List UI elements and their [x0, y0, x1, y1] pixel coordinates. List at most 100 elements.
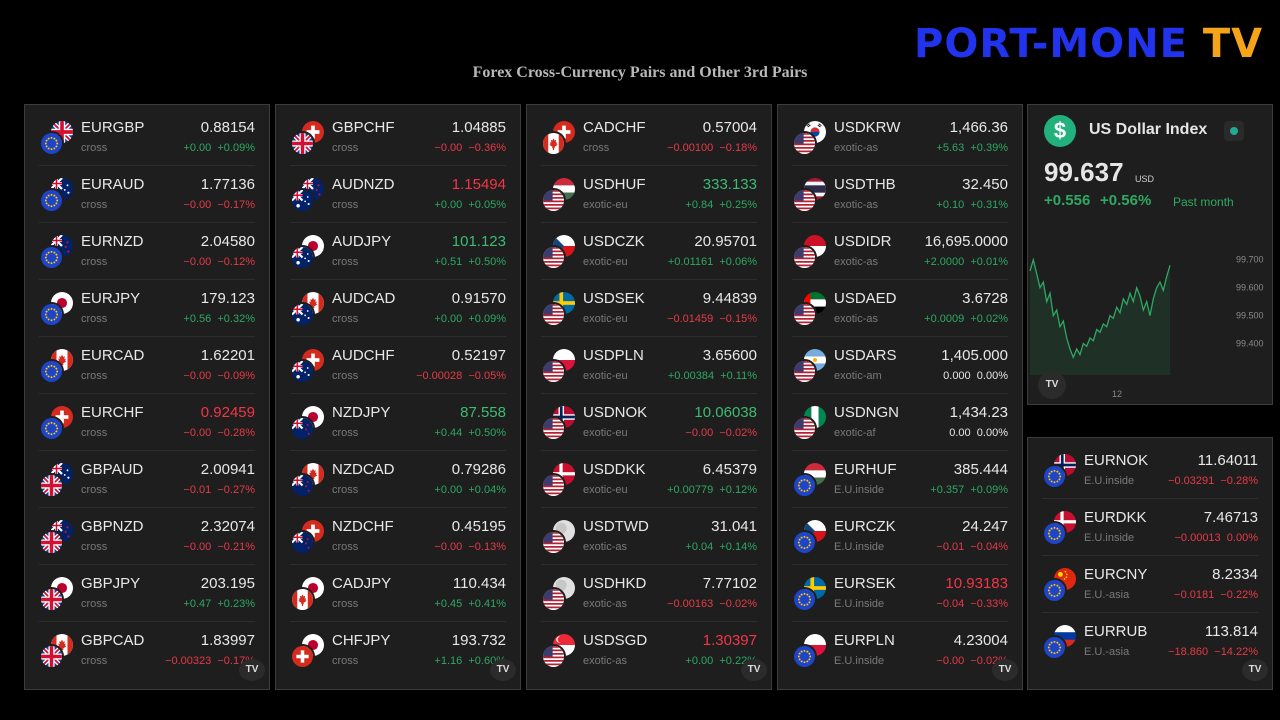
usd-index-name[interactable]: US Dollar Index: [1089, 121, 1208, 138]
ticker-row-chfjpy[interactable]: CHFJPY cross 193.732 +1.16 +0.60%: [290, 622, 506, 679]
tradingview-logo-icon[interactable]: TV: [1038, 371, 1066, 399]
ticker-row-audjpy[interactable]: AUDJPY cross 101.123 +0.51 +0.50%: [290, 223, 506, 280]
ticker-symbol[interactable]: GBPCAD: [81, 632, 145, 649]
ticker-symbol[interactable]: USDNGN: [834, 404, 900, 421]
ticker-symbol[interactable]: USDTWD: [583, 518, 649, 535]
ticker-row-eursek[interactable]: EURSEK E.U.inside 10.93183 −0.04 −0.33%: [792, 565, 1008, 622]
ticker-row-gbpchf[interactable]: GBPCHF cross 1.04885 −0.00 −0.36%: [290, 109, 506, 166]
ticker-symbol[interactable]: AUDJPY: [332, 233, 392, 250]
ticker-row-gbpjpy[interactable]: GBPJPY cross 203.195 +0.47 +0.23%: [39, 565, 255, 622]
ticker-symbol[interactable]: USDDKK: [583, 461, 646, 478]
ticker-symbol[interactable]: CADJPY: [332, 575, 392, 592]
ticker-row-usdpln[interactable]: USDPLN exotic-eu 3.65600 +0.00384 +0.11%: [541, 337, 757, 394]
ticker-row-usdczk[interactable]: USDCZK exotic-eu 20.95701 +0.01161 +0.06…: [541, 223, 757, 280]
ticker-symbol[interactable]: GBPAUD: [81, 461, 144, 478]
ticker-symbol[interactable]: USDARS: [834, 347, 897, 364]
ticker-symbol[interactable]: USDSGD: [583, 632, 648, 649]
ticker-row-eurhuf[interactable]: EURHUF E.U.inside 385.444 +0.357 +0.09%: [792, 451, 1008, 508]
ticker-row-usdidr[interactable]: USDIDR exotic-as 16,695.0000 +2.0000 +0.…: [792, 223, 1008, 280]
ticker-row-eurchf[interactable]: EURCHF cross 0.92459 −0.00 −0.28%: [39, 394, 255, 451]
ticker-symbol[interactable]: EURDKK: [1084, 509, 1147, 526]
ticker-row-eurczk[interactable]: EURCZK E.U.inside 24.247 −0.01 −0.04%: [792, 508, 1008, 565]
ticker-row-eurpln[interactable]: EURPLN E.U.inside 4.23004 −0.00 −0.02%: [792, 622, 1008, 679]
tradingview-logo-icon[interactable]: TV: [992, 659, 1018, 681]
ticker-row-usdsgd[interactable]: USDSGD exotic-as 1.30397 +0.00 +0.22%: [541, 622, 757, 679]
ticker-symbol[interactable]: EURCAD: [81, 347, 145, 364]
ticker-symbol[interactable]: USDSEK: [583, 290, 645, 307]
ticker-symbol[interactable]: EURCHF: [81, 404, 144, 421]
ticker-row-eurjpy[interactable]: EURJPY cross 179.123 +0.56 +0.32%: [39, 280, 255, 337]
ticker-row-eurcny[interactable]: EURCNY E.U.-asia 8.2334 −0.0181 −0.22%: [1042, 556, 1258, 613]
ticker-symbol[interactable]: AUDCHF: [332, 347, 395, 364]
ticker-symbol[interactable]: USDNOK: [583, 404, 648, 421]
ticker-row-nzdchf[interactable]: NZDCHF cross 0.45195 −0.00 −0.13%: [290, 508, 506, 565]
ticker-row-cadjpy[interactable]: CADJPY cross 110.434 +0.45 +0.41%: [290, 565, 506, 622]
ticker-row-usdkrw[interactable]: USDKRW exotic-as 1,466.36 +5.63 +0.39%: [792, 109, 1008, 166]
ticker-symbol[interactable]: USDTHB: [834, 176, 896, 193]
ticker-symbol[interactable]: EURSEK: [834, 575, 896, 592]
ticker-row-usdnok[interactable]: USDNOK exotic-eu 10.06038 −0.00 −0.02%: [541, 394, 757, 451]
ticker-symbol[interactable]: AUDNZD: [332, 176, 395, 193]
ticker-change: +2.0000 +0.01%: [924, 256, 1008, 268]
ticker-row-eurcad[interactable]: EURCAD cross 1.62201 −0.00 −0.09%: [39, 337, 255, 394]
ticker-row-usdhuf[interactable]: USDHUF exotic-eu 333.133 +0.84 +0.25%: [541, 166, 757, 223]
ticker-symbol[interactable]: USDKRW: [834, 119, 901, 136]
ticker-symbol[interactable]: USDPLN: [583, 347, 644, 364]
ticker-row-gbpcad[interactable]: GBPCAD cross 1.83997 −0.00323 −0.17%: [39, 622, 255, 679]
ticker-symbol[interactable]: USDAED: [834, 290, 897, 307]
ticker-row-eurnok[interactable]: EURNOK E.U.inside 11.64011 −0.03291 −0.2…: [1042, 442, 1258, 499]
ticker-symbol[interactable]: NZDJPY: [332, 404, 391, 421]
ticker-row-audnzd[interactable]: AUDNZD cross 1.15494 +0.00 +0.05%: [290, 166, 506, 223]
ticker-row-nzdjpy[interactable]: NZDJPY cross 87.558 +0.44 +0.50%: [290, 394, 506, 451]
ticker-symbol[interactable]: NZDCHF: [332, 518, 394, 535]
ticker-symbol[interactable]: CHFJPY: [332, 632, 391, 649]
ticker-row-usdars[interactable]: USDARS exotic-am 1,405.000 0.000 0.00%: [792, 337, 1008, 394]
ticker-row-gbpaud[interactable]: GBPAUD cross 2.00941 −0.01 −0.27%: [39, 451, 255, 508]
tradingview-logo-icon[interactable]: TV: [239, 659, 265, 681]
ticker-row-usdtwd[interactable]: USDTWD exotic-as 31.041 +0.04 +0.14%: [541, 508, 757, 565]
ticker-symbol[interactable]: USDHUF: [583, 176, 646, 193]
ticker-row-nzdcad[interactable]: NZDCAD cross 0.79286 +0.00 +0.04%: [290, 451, 506, 508]
ticker-row-gbpnzd[interactable]: GBPNZD cross 2.32074 −0.00 −0.21%: [39, 508, 255, 565]
ticker-row-usdsek[interactable]: USDSEK exotic-eu 9.44839 −0.01459 −0.15%: [541, 280, 757, 337]
ticker-row-eurdkk[interactable]: EURDKK E.U.inside 7.46713 −0.00013 0.00%: [1042, 499, 1258, 556]
ticker-symbol[interactable]: EURAUD: [81, 176, 145, 193]
ticker-row-usdngn[interactable]: USDNGN exotic-af 1,434.23 0.00 0.00%: [792, 394, 1008, 451]
ticker-symbol[interactable]: EURPLN: [834, 632, 895, 649]
ticker-symbol[interactable]: EURNZD: [81, 233, 144, 250]
tradingview-logo-icon[interactable]: TV: [1242, 659, 1268, 681]
tradingview-logo-icon[interactable]: TV: [490, 659, 516, 681]
ticker-symbol[interactable]: AUDCAD: [332, 290, 396, 307]
ticker-row-eurgbp[interactable]: EURGBP cross 0.88154 +0.00 +0.09%: [39, 109, 255, 166]
ticker-symbol[interactable]: USDHKD: [583, 575, 647, 592]
ticker-symbol[interactable]: EURCZK: [834, 518, 896, 535]
ticker-symbol[interactable]: EURCNY: [1084, 566, 1148, 583]
ticker-type: cross: [81, 541, 108, 553]
ticker-symbol[interactable]: USDIDR: [834, 233, 892, 250]
ticker-symbol[interactable]: GBPCHF: [332, 119, 395, 136]
ticker-type: exotic-as: [583, 541, 628, 553]
ticker-symbol[interactable]: EURJPY: [81, 290, 141, 307]
ticker-symbol[interactable]: USDCZK: [583, 233, 645, 250]
ticker-row-usdthb[interactable]: USDTHB exotic-as 32.450 +0.10 +0.31%: [792, 166, 1008, 223]
ticker-symbol[interactable]: GBPJPY: [81, 575, 141, 592]
ticker-symbol[interactable]: GBPNZD: [81, 518, 144, 535]
ticker-symbol[interactable]: EURRUB: [1084, 623, 1148, 640]
ticker-row-audchf[interactable]: AUDCHF cross 0.52197 −0.00028 −0.05%: [290, 337, 506, 394]
ticker-symbol[interactable]: NZDCAD: [332, 461, 395, 478]
ticker-symbol[interactable]: EURHUF: [834, 461, 897, 478]
usd-index-chart[interactable]: 99.700 99.600 99.500 99.400 12: [1028, 235, 1272, 405]
ticker-row-usddkk[interactable]: USDDKK exotic-eu 6.45379 +0.00779 +0.12%: [541, 451, 757, 508]
ticker-row-eurrub[interactable]: EURRUB E.U.-asia 113.814 −18.860 −14.22%: [1042, 613, 1258, 670]
ticker-row-audcad[interactable]: AUDCAD cross 0.91570 +0.00 +0.09%: [290, 280, 506, 337]
ticker-row-eurnzd[interactable]: EURNZD cross 2.04580 −0.00 −0.12%: [39, 223, 255, 280]
tradingview-logo-icon[interactable]: TV: [741, 659, 767, 681]
ticker-row-cadchf[interactable]: CADCHF cross 0.57004 −0.00100 −0.18%: [541, 109, 757, 166]
ticker-symbol[interactable]: EURNOK: [1084, 452, 1149, 469]
ticker-symbol[interactable]: CADCHF: [583, 119, 646, 136]
ticker-row-usdhkd[interactable]: USDHKD exotic-as 7.77102 −0.00163 −0.02%: [541, 565, 757, 622]
ticker-row-usdaed[interactable]: USDAED exotic-as 3.6728 +0.0009 +0.02%: [792, 280, 1008, 337]
usd-index-widget[interactable]: $ US Dollar Index 99.637 USD +0.556 +0.5…: [1027, 104, 1273, 405]
ticker-row-euraud[interactable]: EURAUD cross 1.77136 −0.00 −0.17%: [39, 166, 255, 223]
ticker-symbol[interactable]: EURGBP: [81, 119, 145, 136]
